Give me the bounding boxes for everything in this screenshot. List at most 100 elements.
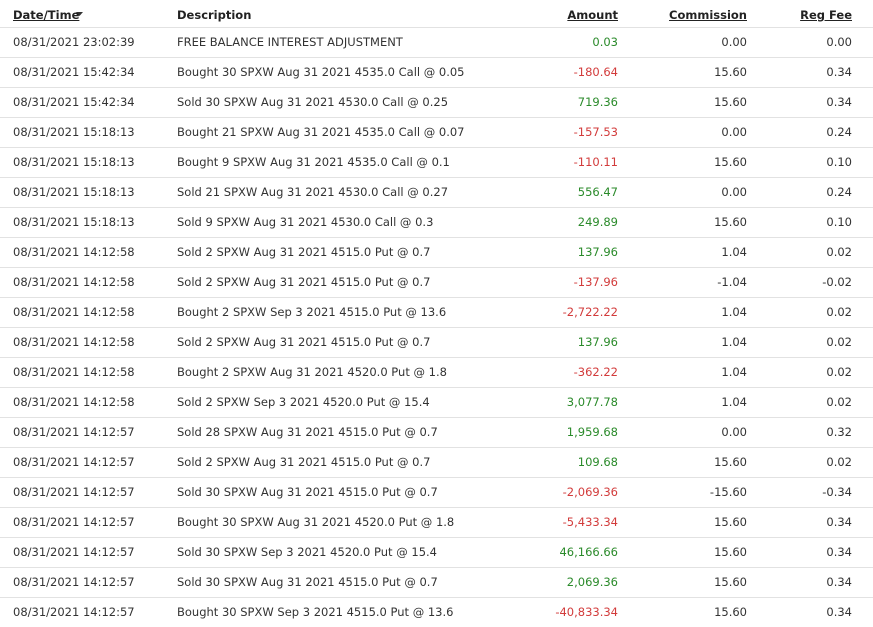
column-header[interactable]: Commission xyxy=(669,8,747,22)
date-time: 08/31/2021 14:12:57 xyxy=(13,515,135,529)
description: Sold 28 SPXW Aug 31 2021 4515.0 Put @ 0.… xyxy=(177,425,438,439)
amount: 719.36 xyxy=(577,95,618,109)
column-header[interactable]: Amount xyxy=(567,8,618,22)
date-time: 08/31/2021 14:12:57 xyxy=(13,485,135,499)
row-divider xyxy=(0,597,873,598)
date-time: 08/31/2021 14:12:58 xyxy=(13,305,135,319)
row-divider xyxy=(0,387,873,388)
date-time: 08/31/2021 14:12:58 xyxy=(13,275,135,289)
description: Sold 30 SPXW Aug 31 2021 4515.0 Put @ 0.… xyxy=(177,575,438,589)
date-time: 08/31/2021 14:12:58 xyxy=(13,395,135,409)
commission: 15.60 xyxy=(714,545,747,559)
sort-arrow xyxy=(76,12,83,16)
date-time: 08/31/2021 15:42:34 xyxy=(13,95,135,109)
commission: 15.60 xyxy=(714,65,747,79)
reg-fee: 0.02 xyxy=(826,455,852,469)
date-time: 08/31/2021 14:12:57 xyxy=(13,455,135,469)
amount: 1,959.68 xyxy=(566,425,618,439)
row-divider xyxy=(0,327,873,328)
description: Bought 21 SPXW Aug 31 2021 4535.0 Call @… xyxy=(177,125,465,139)
commission: 1.04 xyxy=(721,305,747,319)
row-divider xyxy=(0,297,873,298)
amount: -157.53 xyxy=(573,125,618,139)
reg-fee: 0.34 xyxy=(826,605,852,619)
row-divider xyxy=(0,177,873,178)
reg-fee: 0.02 xyxy=(826,245,852,259)
description: Sold 9 SPXW Aug 31 2021 4530.0 Call @ 0.… xyxy=(177,215,434,229)
date-time: 08/31/2021 15:18:13 xyxy=(13,185,135,199)
reg-fee: 0.02 xyxy=(826,305,852,319)
date-time: 08/31/2021 14:12:58 xyxy=(13,245,135,259)
commission: 0.00 xyxy=(721,425,747,439)
column-header[interactable]: Reg Fee xyxy=(800,8,852,22)
column-header[interactable]: Date/Time xyxy=(13,8,80,22)
amount: -137.96 xyxy=(573,275,618,289)
reg-fee: 0.02 xyxy=(826,335,852,349)
amount: -5,433.34 xyxy=(562,515,618,529)
description: Sold 2 SPXW Aug 31 2021 4515.0 Put @ 0.7 xyxy=(177,335,431,349)
amount: 556.47 xyxy=(577,185,618,199)
date-time: 08/31/2021 14:12:58 xyxy=(13,335,135,349)
description: Sold 2 SPXW Sep 3 2021 4520.0 Put @ 15.4 xyxy=(177,395,430,409)
reg-fee: 0.10 xyxy=(826,155,852,169)
row-divider xyxy=(0,117,873,118)
amount: 46,166.66 xyxy=(559,545,618,559)
commission: 0.00 xyxy=(721,35,747,49)
date-time: 08/31/2021 14:12:57 xyxy=(13,605,135,619)
commission: -15.60 xyxy=(709,485,747,499)
amount: 137.96 xyxy=(577,245,618,259)
description: Sold 30 SPXW Aug 31 2021 4530.0 Call @ 0… xyxy=(177,95,449,109)
commission: 1.04 xyxy=(721,395,747,409)
row-divider xyxy=(0,207,873,208)
description: Bought 2 SPXW Aug 31 2021 4520.0 Put @ 1… xyxy=(177,365,447,379)
description: FREE BALANCE INTEREST ADJUSTMENT xyxy=(177,35,403,49)
row-divider xyxy=(0,237,873,238)
reg-fee: -0.02 xyxy=(822,275,852,289)
reg-fee: 0.34 xyxy=(826,545,852,559)
description: Sold 30 SPXW Aug 31 2021 4515.0 Put @ 0.… xyxy=(177,485,438,499)
row-divider xyxy=(0,477,873,478)
amount: 249.89 xyxy=(577,215,618,229)
amount: 109.68 xyxy=(577,455,618,469)
row-divider xyxy=(0,57,873,58)
description: Bought 2 SPXW Sep 3 2021 4515.0 Put @ 13… xyxy=(177,305,447,319)
row-divider xyxy=(0,417,873,418)
reg-fee: 0.02 xyxy=(826,395,852,409)
amount: -2,069.36 xyxy=(562,485,618,499)
commission: 15.60 xyxy=(714,515,747,529)
row-divider xyxy=(0,267,873,268)
commission: 0.00 xyxy=(721,185,747,199)
amount: -2,722.22 xyxy=(562,305,618,319)
commission: 15.60 xyxy=(714,605,747,619)
row-divider xyxy=(0,567,873,568)
row-divider xyxy=(0,27,873,28)
commission: 1.04 xyxy=(721,335,747,349)
amount: -362.22 xyxy=(573,365,618,379)
description: Sold 30 SPXW Sep 3 2021 4520.0 Put @ 15.… xyxy=(177,545,437,559)
date-time: 08/31/2021 23:02:39 xyxy=(13,35,135,49)
description: Bought 9 SPXW Aug 31 2021 4535.0 Call @ … xyxy=(177,155,450,169)
commission: 1.04 xyxy=(721,365,747,379)
reg-fee: 0.34 xyxy=(826,575,852,589)
amount: 0.03 xyxy=(592,35,618,49)
row-divider xyxy=(0,357,873,358)
description: Bought 30 SPXW Sep 3 2021 4515.0 Put @ 1… xyxy=(177,605,454,619)
commission: 0.00 xyxy=(721,125,747,139)
commission: 15.60 xyxy=(714,215,747,229)
commission: 15.60 xyxy=(714,575,747,589)
amount: 3,077.78 xyxy=(566,395,618,409)
description: Sold 2 SPXW Aug 31 2021 4515.0 Put @ 0.7 xyxy=(177,275,431,289)
reg-fee: 0.34 xyxy=(826,65,852,79)
commission: 1.04 xyxy=(721,245,747,259)
date-time: 08/31/2021 15:18:13 xyxy=(13,155,135,169)
commission: 15.60 xyxy=(714,95,747,109)
column-header: Description xyxy=(177,8,252,22)
reg-fee: 0.24 xyxy=(826,185,852,199)
amount: -40,833.34 xyxy=(555,605,618,619)
date-time: 08/31/2021 15:42:34 xyxy=(13,65,135,79)
row-divider xyxy=(0,147,873,148)
description: Sold 2 SPXW Aug 31 2021 4515.0 Put @ 0.7 xyxy=(177,245,431,259)
date-time: 08/31/2021 14:12:57 xyxy=(13,575,135,589)
row-divider xyxy=(0,447,873,448)
description: Sold 21 SPXW Aug 31 2021 4530.0 Call @ 0… xyxy=(177,185,449,199)
